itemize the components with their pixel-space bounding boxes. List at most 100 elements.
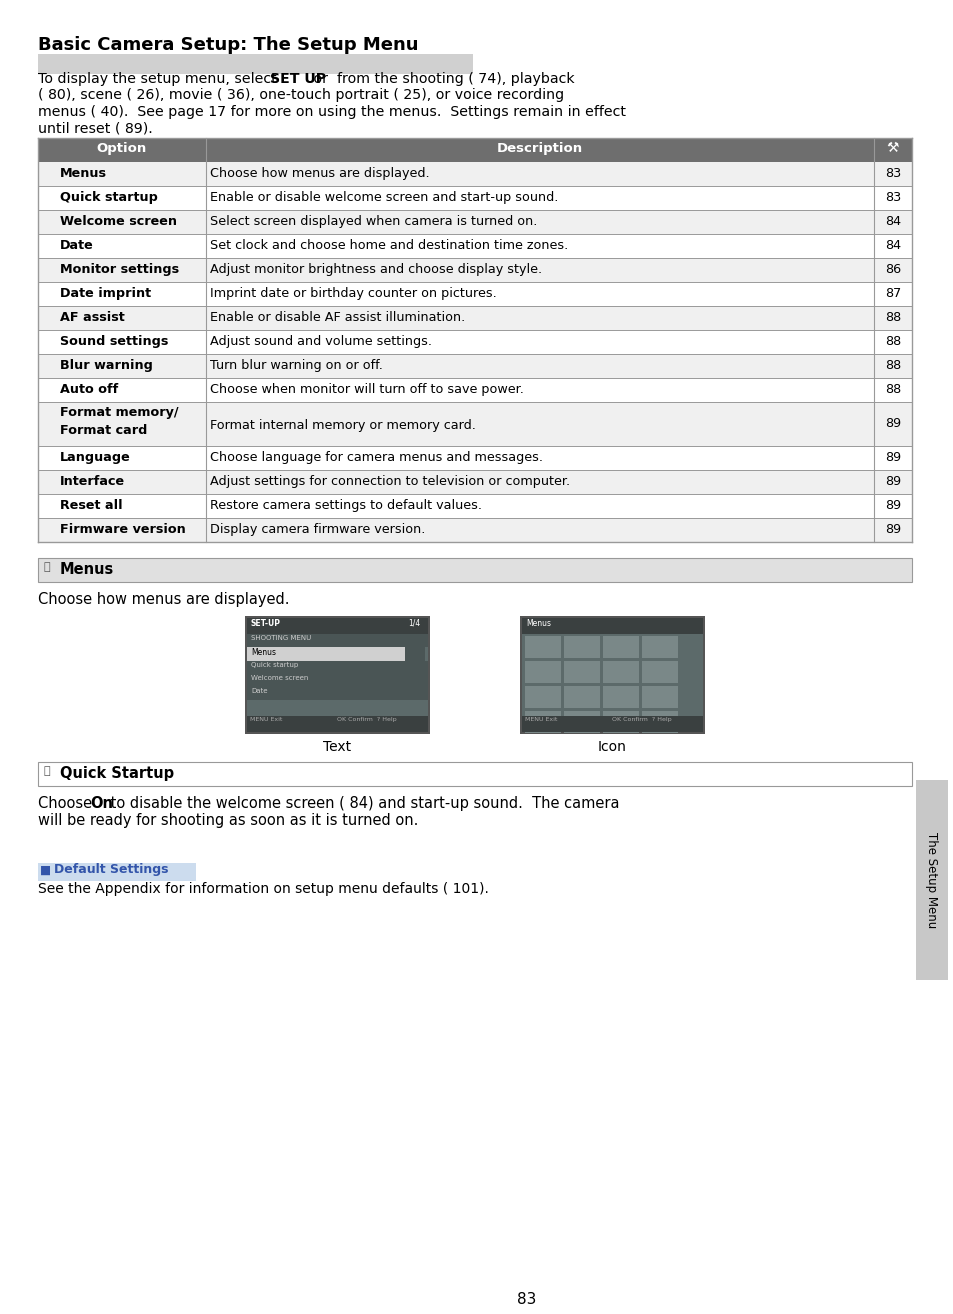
- Text: will be ready for shooting as soon as it is turned on.: will be ready for shooting as soon as it…: [38, 812, 418, 828]
- Bar: [563, 711, 599, 733]
- Text: Menus: Menus: [525, 619, 551, 628]
- Bar: [247, 633, 428, 646]
- Bar: [563, 661, 599, 683]
- Text: Interface: Interface: [60, 474, 125, 487]
- Text: Sound settings: Sound settings: [60, 335, 168, 348]
- Text: See the Appendix for information on setup menu defaults ( 101).: See the Appendix for information on setu…: [38, 883, 488, 896]
- Text: Icon: Icon: [598, 740, 626, 754]
- Text: 84: 84: [884, 215, 901, 229]
- Text: ( 80), scene ( 26), movie ( 36), one-touch portrait ( 25), or voice recording: ( 80), scene ( 26), movie ( 36), one-tou…: [38, 88, 563, 102]
- Bar: [247, 618, 428, 732]
- Bar: [38, 210, 911, 234]
- Text: Welcome screen: Welcome screen: [60, 215, 177, 229]
- Bar: [247, 716, 428, 732]
- Bar: [641, 711, 678, 733]
- Text: Language: Language: [60, 451, 131, 464]
- Text: Option: Option: [97, 142, 147, 155]
- Bar: [641, 636, 678, 658]
- Bar: [524, 661, 560, 683]
- Text: Select screen displayed when camera is turned on.: Select screen displayed when camera is t…: [210, 215, 537, 229]
- Bar: [641, 686, 678, 708]
- Text: until reset ( 89).: until reset ( 89).: [38, 121, 152, 135]
- Text: Format card: Format card: [60, 424, 147, 438]
- Text: OK Confirm  ? Help: OK Confirm ? Help: [336, 717, 396, 721]
- Bar: [38, 445, 911, 470]
- Text: 89: 89: [884, 523, 901, 536]
- Bar: [602, 661, 639, 683]
- Bar: [38, 558, 911, 582]
- Text: SET-UP: SET-UP: [251, 619, 281, 628]
- Bar: [38, 54, 473, 74]
- Bar: [247, 661, 428, 674]
- Text: Welcome screen: Welcome screen: [251, 675, 308, 681]
- Text: Quick startup: Quick startup: [60, 191, 157, 204]
- Text: 83: 83: [884, 167, 901, 180]
- Text: Turn blur warning on or off.: Turn blur warning on or off.: [210, 359, 382, 372]
- Text: ⬛: ⬛: [44, 562, 51, 572]
- Bar: [602, 686, 639, 708]
- Bar: [38, 862, 195, 880]
- Text: Format internal memory or memory card.: Format internal memory or memory card.: [210, 419, 476, 432]
- Bar: [38, 518, 911, 541]
- Bar: [38, 234, 911, 258]
- Text: ■: ■: [40, 863, 51, 876]
- Text: 87: 87: [884, 286, 901, 300]
- Text: 88: 88: [884, 382, 901, 396]
- Bar: [641, 661, 678, 683]
- Text: Choose how menus are displayed.: Choose how menus are displayed.: [38, 593, 289, 607]
- Text: 88: 88: [884, 311, 901, 325]
- Bar: [915, 781, 947, 980]
- Bar: [38, 558, 911, 582]
- Text: Quick startup: Quick startup: [251, 662, 298, 668]
- Text: Basic Camera Setup: The Setup Menu: Basic Camera Setup: The Setup Menu: [38, 35, 418, 54]
- Bar: [519, 616, 704, 735]
- Bar: [524, 686, 560, 708]
- Text: Format memory/: Format memory/: [60, 406, 178, 419]
- Text: Enable or disable welcome screen and start-up sound.: Enable or disable welcome screen and sta…: [210, 191, 558, 204]
- Bar: [602, 636, 639, 658]
- Text: Choose how menus are displayed.: Choose how menus are displayed.: [210, 167, 429, 180]
- Bar: [521, 716, 702, 732]
- Bar: [38, 306, 911, 330]
- Text: menus ( 40).  See page 17 for more on using the menus.  Settings remain in effec: menus ( 40). See page 17 for more on usi…: [38, 105, 625, 120]
- Bar: [247, 687, 428, 700]
- Text: Blur warning: Blur warning: [60, 359, 152, 372]
- Text: Imprint date or birthday counter on pictures.: Imprint date or birthday counter on pict…: [210, 286, 497, 300]
- Bar: [38, 138, 911, 162]
- Text: Auto off: Auto off: [60, 382, 118, 396]
- Text: 89: 89: [884, 451, 901, 464]
- Text: 83: 83: [884, 191, 901, 204]
- Bar: [38, 258, 911, 283]
- Bar: [247, 618, 428, 633]
- Text: 88: 88: [884, 359, 901, 372]
- Bar: [38, 162, 911, 187]
- Bar: [521, 618, 702, 732]
- Text: Monitor settings: Monitor settings: [60, 263, 179, 276]
- Bar: [38, 402, 911, 445]
- Bar: [38, 283, 911, 306]
- Text: Default Settings: Default Settings: [54, 863, 169, 876]
- Text: MENU Exit: MENU Exit: [524, 717, 557, 721]
- Bar: [563, 686, 599, 708]
- Bar: [38, 353, 911, 378]
- Bar: [38, 378, 911, 402]
- Bar: [405, 646, 424, 661]
- Bar: [524, 711, 560, 733]
- Text: ⚒: ⚒: [886, 141, 899, 155]
- Text: Quick Startup: Quick Startup: [60, 766, 174, 781]
- Text: Text: Text: [323, 740, 352, 754]
- Text: Menus: Menus: [60, 562, 114, 577]
- Bar: [521, 618, 702, 633]
- Bar: [602, 711, 639, 733]
- Text: To display the setup menu, select: To display the setup menu, select: [38, 72, 281, 85]
- Text: 1/4: 1/4: [408, 619, 420, 628]
- Text: Adjust monitor brightness and choose display style.: Adjust monitor brightness and choose dis…: [210, 263, 541, 276]
- Bar: [38, 762, 911, 786]
- Text: or  from the shooting ( 74), playback: or from the shooting ( 74), playback: [309, 72, 574, 85]
- Text: 84: 84: [884, 239, 901, 252]
- Text: Description: Description: [497, 142, 582, 155]
- Text: Date: Date: [60, 239, 93, 252]
- Bar: [38, 494, 911, 518]
- Text: AF assist: AF assist: [60, 311, 125, 325]
- Text: 83: 83: [517, 1292, 537, 1307]
